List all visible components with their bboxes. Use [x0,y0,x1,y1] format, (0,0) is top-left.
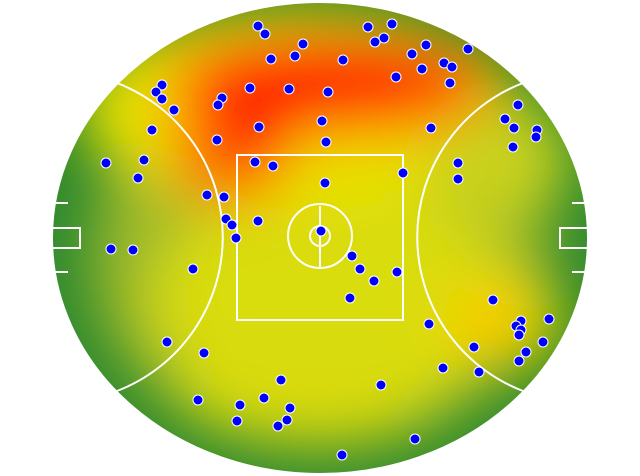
point [354,263,366,275]
point [409,433,421,445]
point [320,136,332,148]
point [468,341,480,353]
point [397,167,409,179]
point [322,86,334,98]
point [337,54,349,66]
point [218,191,230,203]
point [138,154,150,166]
point [437,362,449,374]
point [132,172,144,184]
point [386,18,398,30]
point [543,313,555,325]
point [391,266,403,278]
point [375,379,387,391]
point [156,79,168,91]
point [507,141,519,153]
point [319,177,331,189]
point [297,38,309,50]
point [187,263,199,275]
point [258,392,270,404]
point [530,131,542,143]
point [316,115,328,127]
point [289,50,301,62]
point [390,71,402,83]
point [462,43,474,55]
point [452,173,464,185]
point [244,82,256,94]
point [272,420,284,432]
point [499,113,511,125]
point [446,61,458,73]
point [156,93,168,105]
point [234,399,246,411]
point [127,244,139,256]
point [105,243,117,255]
point [275,374,287,386]
point [201,189,213,201]
point [473,366,485,378]
point [346,250,358,262]
point [315,225,327,237]
point [161,336,173,348]
point [168,104,180,116]
point [537,336,549,348]
point [420,39,432,51]
point [344,292,356,304]
point [211,134,223,146]
point [512,99,524,111]
point [252,215,264,227]
point [425,122,437,134]
point [249,156,261,168]
point [368,275,380,287]
point [452,157,464,169]
point [100,157,112,169]
point [284,402,296,414]
point [226,219,238,231]
point [283,83,295,95]
point [212,99,224,111]
point [508,122,520,134]
point [362,21,374,33]
point [252,20,264,32]
point [416,63,428,75]
point [520,346,532,358]
point [369,36,381,48]
point [336,449,348,461]
point [231,415,243,427]
point [192,394,204,406]
point [487,294,499,306]
point [423,318,435,330]
point [230,232,242,244]
point [198,347,210,359]
point [150,86,162,98]
point [265,53,277,65]
point [513,329,525,341]
point [406,48,418,60]
point [444,77,456,89]
point [267,160,279,172]
point [253,121,265,133]
point [146,124,158,136]
point [513,355,525,367]
point [281,414,293,426]
point [378,32,390,44]
point [259,28,271,40]
